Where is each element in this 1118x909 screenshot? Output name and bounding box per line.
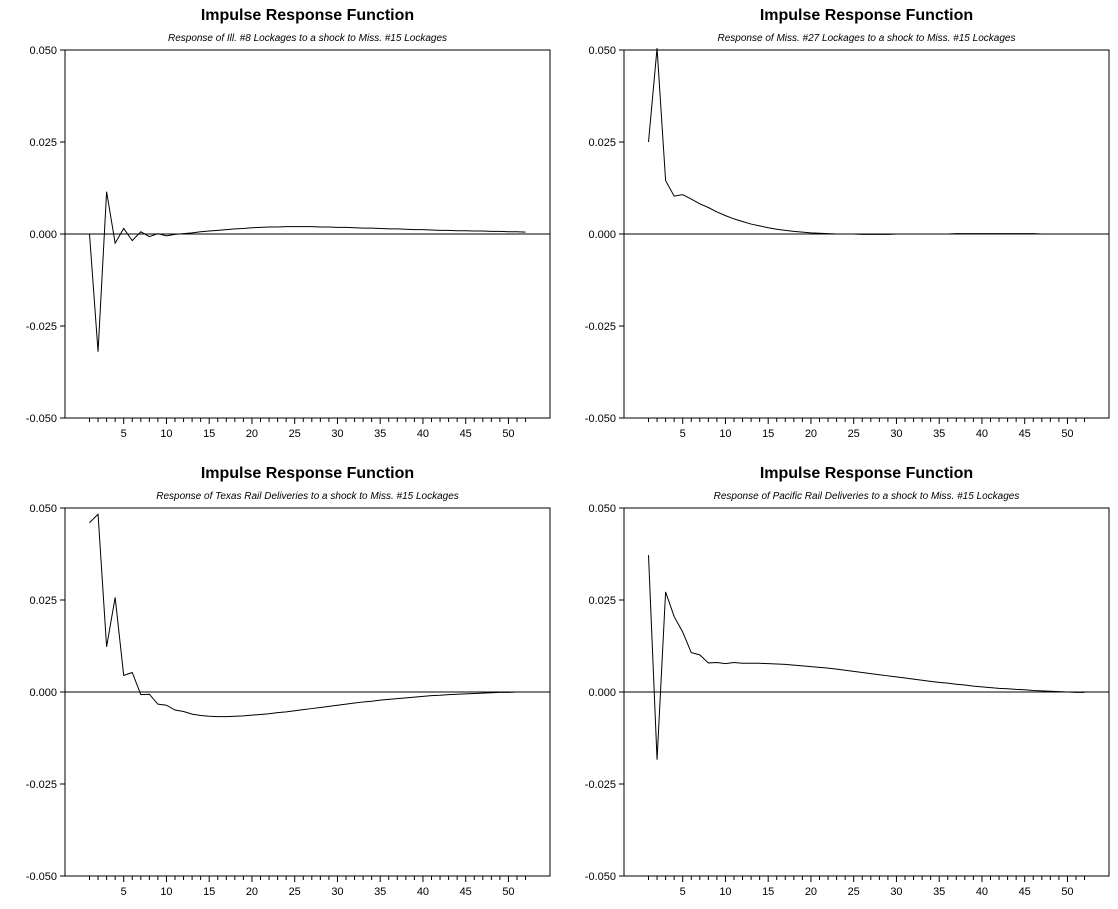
x-tick-label: 50 <box>502 428 514 440</box>
x-tick-label: 40 <box>976 428 988 440</box>
y-tick-label: 0.025 <box>29 137 57 149</box>
x-tick-label: 35 <box>374 428 386 440</box>
y-tick-label: 0.050 <box>29 503 57 515</box>
x-tick-label: 35 <box>374 886 386 898</box>
x-tick-label: 45 <box>460 428 472 440</box>
x-tick-label: 30 <box>331 886 343 898</box>
x-tick-label: 15 <box>203 886 215 898</box>
chart-title: Impulse Response Function <box>201 7 414 24</box>
chart-title: Impulse Response Function <box>201 465 414 482</box>
irf-panel-2: Impulse Response Function Response of Mis… <box>559 0 1118 451</box>
y-tick-label: 0.025 <box>588 595 616 607</box>
chart-title: Impulse Response Function <box>760 7 973 24</box>
response-line <box>648 555 1085 760</box>
x-tick-label: 30 <box>331 428 343 440</box>
y-tick-label: 0.000 <box>588 687 616 699</box>
chart-subtitle: Response of Pacific Rail Deliveries to a… <box>714 491 1020 502</box>
x-tick-label: 15 <box>762 428 774 440</box>
x-tick-label: 5 <box>680 886 686 898</box>
x-tick-label: 40 <box>976 886 988 898</box>
y-tick-label: -0.050 <box>26 413 57 425</box>
irf-chart-svg: Impulse Response Function Response of Mis… <box>585 7 1110 440</box>
y-tick-label: 0.050 <box>588 503 616 515</box>
irf-panel-1: Impulse Response Function Response of Ill… <box>0 0 559 451</box>
x-tick-label: 10 <box>160 886 172 898</box>
y-tick-label: -0.025 <box>26 779 57 791</box>
y-tick-label: -0.050 <box>585 871 616 883</box>
response-line <box>89 513 526 718</box>
x-tick-label: 20 <box>246 886 258 898</box>
y-tick-label: 0.050 <box>588 45 616 57</box>
y-tick-label: -0.050 <box>585 413 616 425</box>
chart-subtitle: Response of Texas Rail Deliveries to a s… <box>156 491 459 502</box>
x-tick-label: 10 <box>719 886 731 898</box>
y-tick-label: 0.000 <box>29 687 57 699</box>
irf-chart-svg: Impulse Response Function Response of Pac… <box>585 465 1110 898</box>
x-tick-label: 5 <box>121 428 127 440</box>
x-tick-label: 15 <box>203 428 215 440</box>
chart-title: Impulse Response Function <box>760 465 973 482</box>
response-line <box>89 191 526 352</box>
x-tick-label: 20 <box>805 428 817 440</box>
x-tick-label: 45 <box>460 886 472 898</box>
x-tick-label: 35 <box>933 428 945 440</box>
y-tick-label: 0.050 <box>29 45 57 57</box>
chart-subtitle: Response of Miss. #27 Lockages to a shoc… <box>718 33 1016 44</box>
x-tick-label: 20 <box>805 886 817 898</box>
y-tick-label: -0.050 <box>26 871 57 883</box>
x-tick-label: 15 <box>762 886 774 898</box>
chart-subtitle: Response of Ill. #8 Lockages to a shock … <box>168 33 447 44</box>
y-tick-label: 0.025 <box>588 137 616 149</box>
y-tick-label: 0.000 <box>588 229 616 241</box>
irf-chart-svg: Impulse Response Function Response of Ill… <box>26 7 551 440</box>
x-tick-label: 45 <box>1019 886 1031 898</box>
x-tick-label: 25 <box>289 886 301 898</box>
x-tick-label: 5 <box>121 886 127 898</box>
x-tick-label: 20 <box>246 428 258 440</box>
x-tick-label: 50 <box>502 886 514 898</box>
response-line <box>648 48 1085 235</box>
x-tick-label: 50 <box>1061 886 1073 898</box>
irf-panel-3: Impulse Response Function Response of Tex… <box>0 458 559 909</box>
x-tick-label: 30 <box>890 886 902 898</box>
y-tick-label: 0.000 <box>29 229 57 241</box>
x-tick-label: 40 <box>417 428 429 440</box>
x-tick-label: 45 <box>1019 428 1031 440</box>
x-tick-label: 10 <box>160 428 172 440</box>
x-tick-label: 5 <box>680 428 686 440</box>
x-tick-label: 10 <box>719 428 731 440</box>
x-tick-label: 35 <box>933 886 945 898</box>
irf-panel-4: Impulse Response Function Response of Pac… <box>559 458 1118 909</box>
x-tick-label: 30 <box>890 428 902 440</box>
y-tick-label: 0.025 <box>29 595 57 607</box>
irf-chart-svg: Impulse Response Function Response of Tex… <box>26 465 551 898</box>
x-tick-label: 25 <box>289 428 301 440</box>
y-tick-label: -0.025 <box>26 321 57 333</box>
y-tick-label: -0.025 <box>585 779 616 791</box>
x-tick-label: 50 <box>1061 428 1073 440</box>
x-tick-label: 40 <box>417 886 429 898</box>
x-tick-label: 25 <box>848 886 860 898</box>
y-tick-label: -0.025 <box>585 321 616 333</box>
x-tick-label: 25 <box>848 428 860 440</box>
